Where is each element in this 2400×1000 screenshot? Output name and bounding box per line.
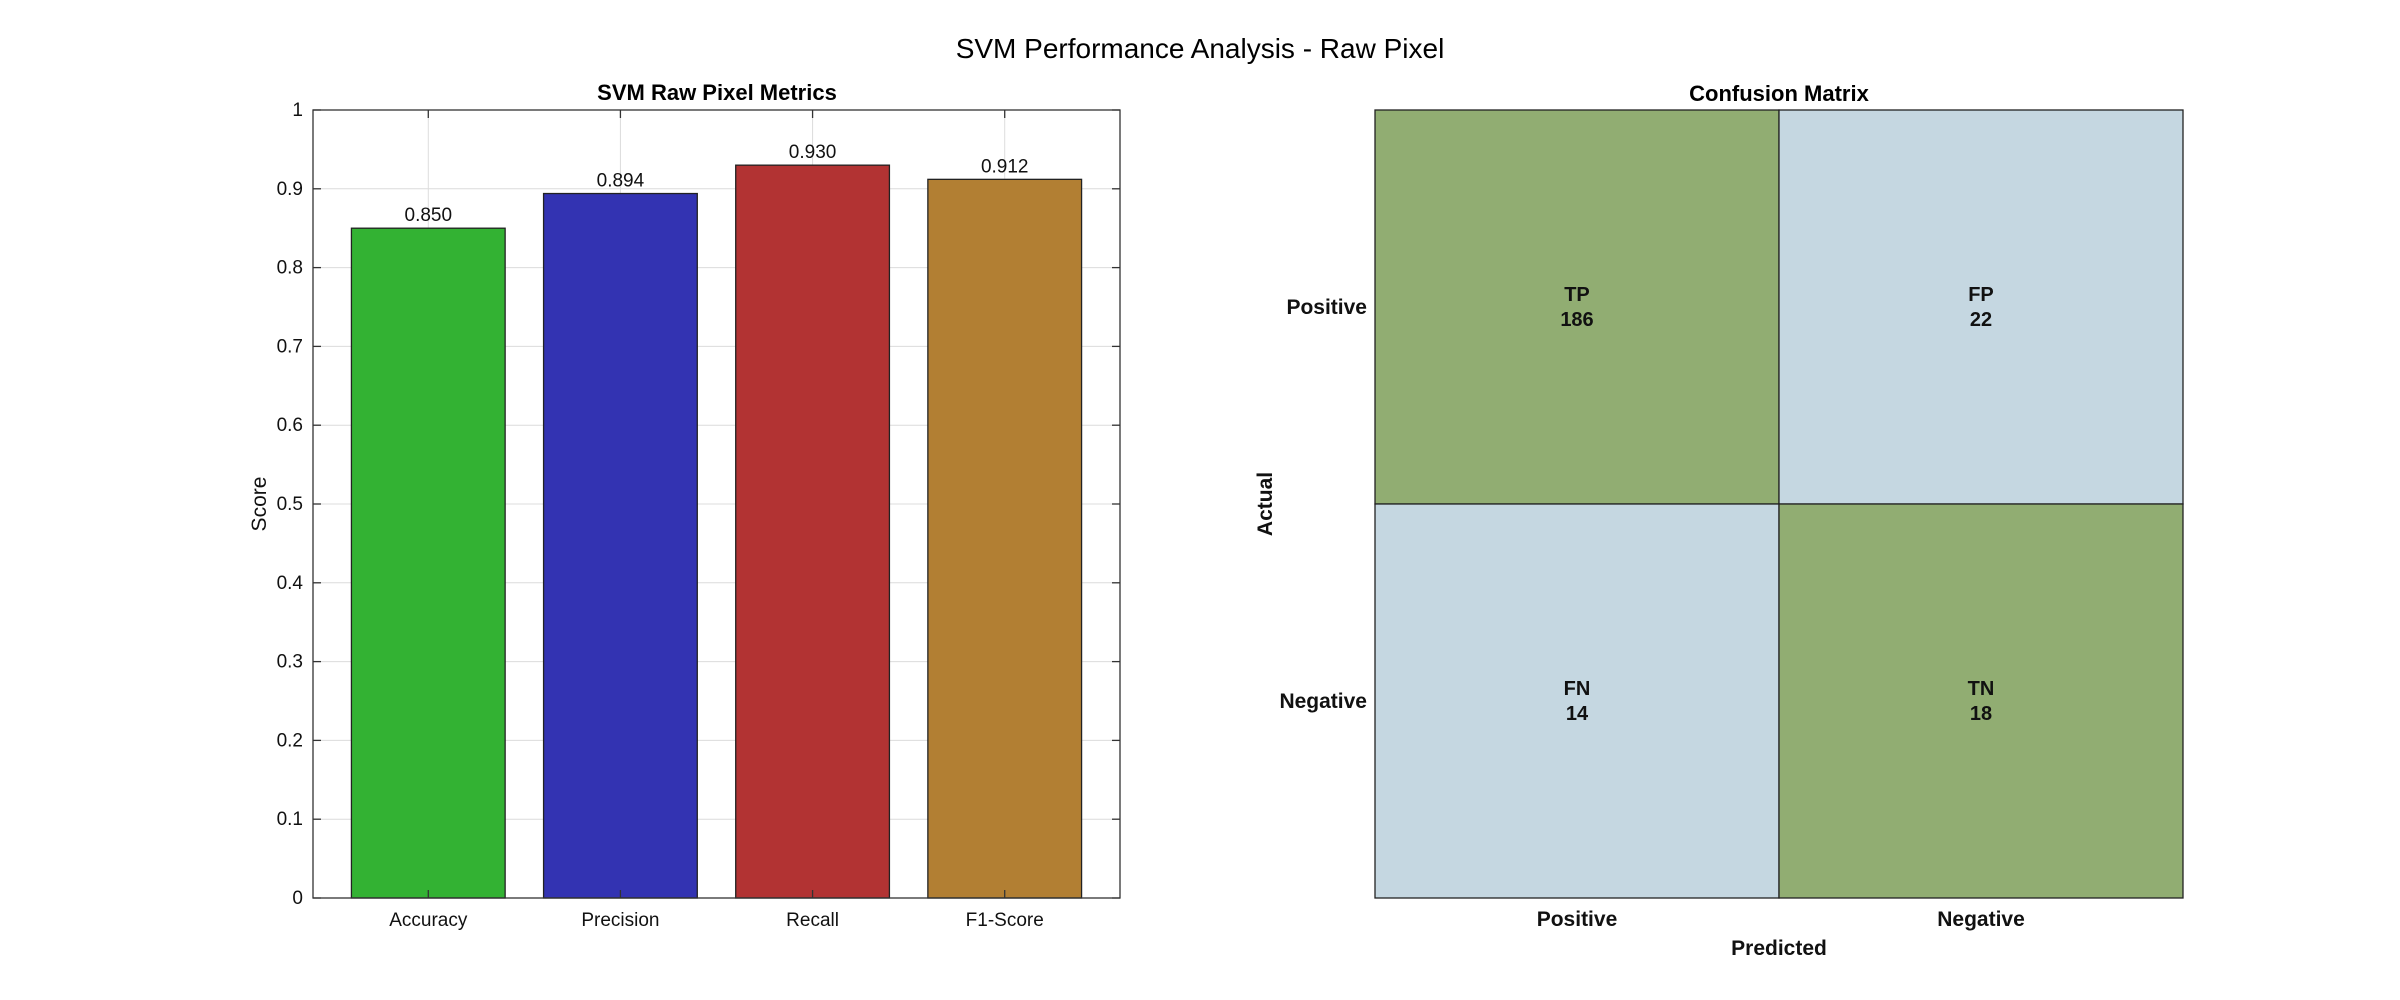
- y-tick-label: 0.5: [277, 494, 303, 515]
- bar-precision: [542, 192, 698, 899]
- bar-data-label: 0.930: [789, 142, 837, 163]
- y-tick-label: 0.6: [277, 415, 303, 436]
- bar-recall: [735, 164, 891, 899]
- confusion-matrix: Confusion Matrix TP 186 FP 22 FN 14 TN 18 Posit…: [1254, 81, 2184, 960]
- cell-value: 22: [1970, 309, 1992, 331]
- y-tick-label: 0: [292, 888, 303, 909]
- x-tick-label: Precision: [581, 910, 659, 931]
- bar-data-label: 0.912: [981, 156, 1029, 177]
- y-tick-label: 1: [292, 100, 303, 121]
- bar-data-label: 0.894: [597, 171, 645, 192]
- cell-label: TN: [1968, 678, 1995, 700]
- y-tick-label: 0.9: [277, 179, 303, 200]
- y-tick-label: 0.2: [277, 730, 303, 751]
- figure-suptitle: SVM Performance Analysis - Raw Pixel: [956, 33, 1445, 64]
- bar-chart-x-ticks: Accuracy Precision Recall F1-Score: [389, 110, 1044, 931]
- cell-value: 14: [1566, 703, 1589, 725]
- confusion-matrix-row-labels: Positive Negative: [1279, 296, 1367, 713]
- confusion-matrix-y-axis-label: Actual: [1254, 472, 1277, 536]
- cell-tn: [1778, 503, 2184, 899]
- y-tick-label: 0.8: [277, 258, 303, 279]
- row-label: Positive: [1286, 296, 1367, 319]
- cell-fp: [1778, 109, 2184, 505]
- cell-label: FN: [1564, 678, 1591, 700]
- bar-accuracy: [350, 227, 506, 899]
- cell-value: 18: [1970, 703, 1992, 725]
- x-tick-label: Recall: [786, 910, 839, 931]
- bar-chart-data-labels: 0.850 0.894 0.930 0.912: [405, 142, 1029, 226]
- bar-data-label: 0.850: [405, 205, 453, 226]
- bar-chart-title: SVM Raw Pixel Metrics: [597, 80, 837, 105]
- y-tick-label: 0.7: [277, 336, 303, 357]
- cell-fn: [1374, 503, 1780, 899]
- cell-tp: [1374, 109, 1780, 505]
- metrics-bar-chart: SVM Raw Pixel Metrics 0.850 0.894 0.930 0.9…: [248, 80, 1121, 931]
- cell-value: 186: [1560, 309, 1593, 331]
- cell-label: FP: [1968, 284, 1994, 306]
- confusion-matrix-column-labels: Positive Negative: [1537, 908, 2025, 931]
- row-label: Negative: [1279, 690, 1367, 713]
- bar-chart-y-axis-label: Score: [248, 477, 271, 532]
- y-tick-label: 0.1: [277, 809, 303, 830]
- bar-f1-score: [927, 178, 1083, 899]
- bar-chart-bars: [350, 164, 1083, 899]
- column-label: Positive: [1537, 908, 1618, 931]
- x-tick-label: Accuracy: [389, 910, 468, 931]
- column-label: Negative: [1937, 908, 2025, 931]
- confusion-matrix-cells: TP 186 FP 22 FN 14 TN 18: [1374, 109, 2184, 899]
- x-tick-label: F1-Score: [966, 910, 1044, 931]
- y-tick-label: 0.4: [277, 573, 304, 594]
- bar-chart-frame: [312, 109, 1121, 899]
- cell-label: TP: [1564, 284, 1590, 306]
- y-tick-label: 0.3: [277, 652, 303, 673]
- confusion-matrix-title: Confusion Matrix: [1689, 81, 1869, 106]
- confusion-matrix-x-axis-label: Predicted: [1731, 937, 1827, 960]
